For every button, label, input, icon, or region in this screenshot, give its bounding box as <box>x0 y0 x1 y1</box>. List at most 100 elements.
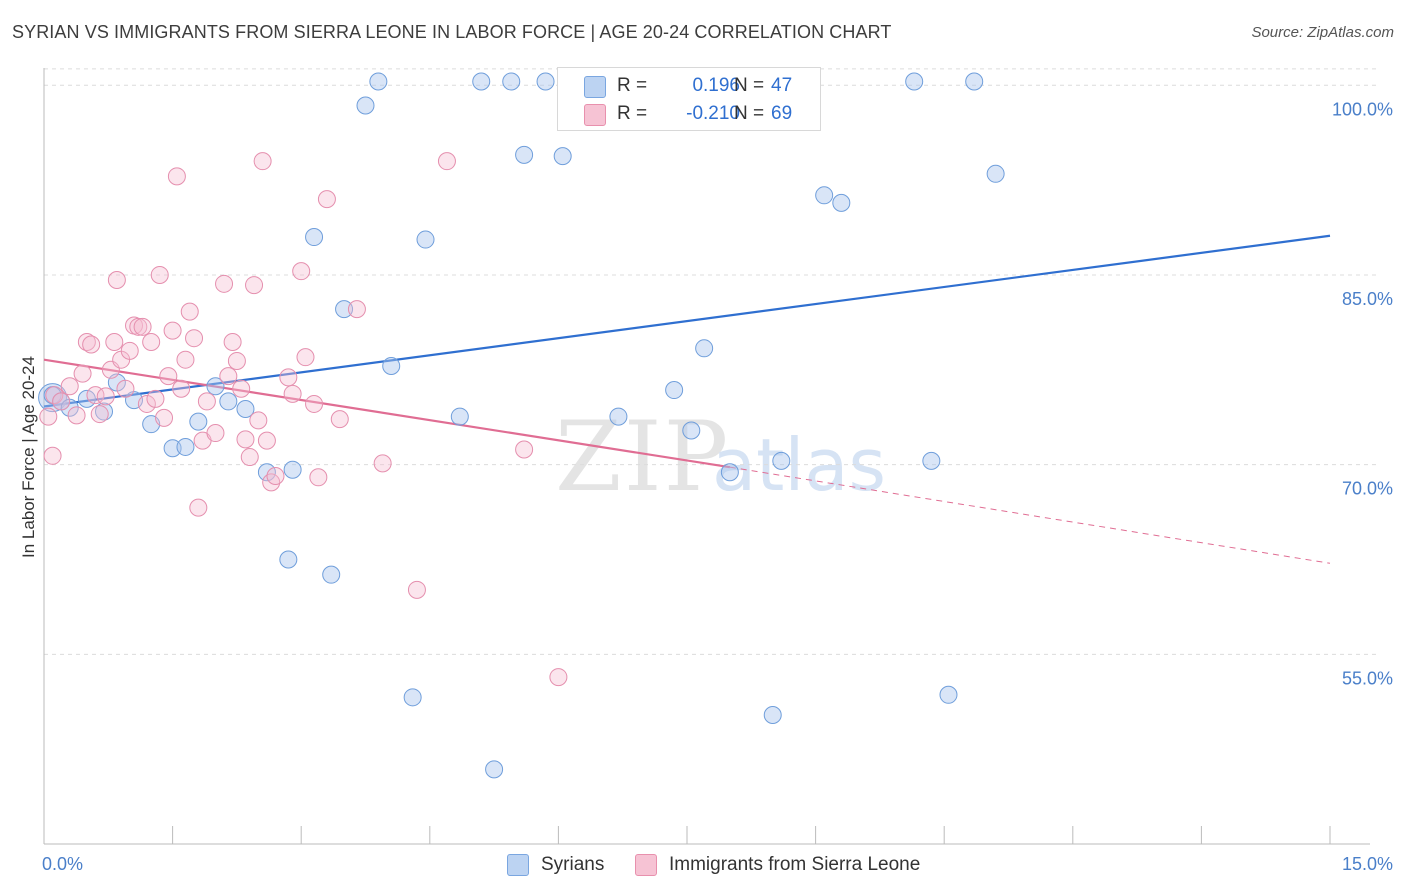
correlation-legend: R = 0.196 N = 47 R = -0.210 N = 69 <box>557 67 821 131</box>
data-point <box>515 440 534 459</box>
data-point <box>116 379 135 398</box>
legend-swatch-sierra-leone <box>635 854 657 876</box>
data-point <box>965 72 984 91</box>
trendline <box>43 234 1331 408</box>
tick-labels: 55.0% 70.0% 85.0% 100.0% 0.0% 15.0% <box>42 99 1393 874</box>
data-point <box>206 377 225 396</box>
data-point <box>77 389 96 408</box>
y-tick-label: 100.0% <box>1332 99 1393 119</box>
legend-r-label: R = <box>617 75 648 96</box>
data-point <box>283 384 302 403</box>
data-point <box>305 394 324 413</box>
data-point <box>142 332 161 351</box>
legend-item-syrians[interactable]: Syrians <box>507 851 604 879</box>
legend-r-label: R = <box>617 103 648 124</box>
source-label: Source: ZipAtlas.com <box>1251 24 1394 41</box>
y-tick-label: 70.0% <box>1342 479 1393 499</box>
data-point <box>292 262 311 281</box>
legend-label-syrians: Syrians <box>541 854 605 875</box>
data-point <box>609 407 628 426</box>
legend-label-sierra-leone: Immigrants from Sierra Leone <box>669 854 921 875</box>
data-point <box>82 335 101 354</box>
x-tick-label: 15.0% <box>1342 854 1393 874</box>
data-point <box>105 332 124 351</box>
data-point <box>403 688 422 707</box>
data-point <box>206 424 225 443</box>
data-point <box>815 186 834 205</box>
data-point <box>107 271 126 290</box>
data-point <box>163 321 182 340</box>
legend-item-sierra-leone[interactable]: Immigrants from Sierra Leone <box>635 851 920 879</box>
trendline <box>729 466 1331 564</box>
data-point <box>39 407 58 426</box>
data-point <box>185 329 204 348</box>
data-point <box>279 550 298 569</box>
chart-title: SYRIAN VS IMMIGRANTS FROM SIERRA LEONE I… <box>12 22 892 42</box>
data-point <box>257 431 276 450</box>
data-point <box>373 454 392 473</box>
data-point <box>382 357 401 376</box>
data-point <box>43 446 62 465</box>
data-point <box>257 463 276 482</box>
data-point <box>553 147 572 166</box>
data-point <box>240 448 259 467</box>
data-point <box>176 437 195 456</box>
data-point <box>236 400 255 419</box>
legend-swatch-syrians <box>507 854 529 876</box>
legend-n-label: N = <box>734 75 765 96</box>
data-point <box>120 341 139 360</box>
data-point <box>52 392 71 411</box>
data-point <box>905 72 924 91</box>
data-point <box>150 265 169 284</box>
data-point <box>485 760 504 779</box>
data-point <box>407 580 426 599</box>
legend-n-value: 47 <box>771 75 793 96</box>
data-point <box>536 72 555 91</box>
data-point <box>245 276 264 295</box>
data-point <box>695 339 714 358</box>
legend-r-value: 0.196 <box>692 75 740 96</box>
data-point <box>189 498 208 517</box>
data-point <box>309 468 328 487</box>
data-point <box>939 685 958 704</box>
data-point <box>356 96 375 115</box>
data-point <box>296 348 315 367</box>
data-point <box>167 167 186 186</box>
data-point <box>763 706 782 725</box>
data-point <box>90 405 109 424</box>
data-point <box>176 350 195 369</box>
data-point <box>67 406 86 425</box>
data-point <box>416 230 435 249</box>
data-point <box>253 152 272 171</box>
data-point <box>330 410 349 429</box>
data-point <box>172 379 191 398</box>
data-point <box>335 300 354 319</box>
data-point <box>986 164 1005 183</box>
legend-n-label: N = <box>734 103 765 124</box>
data-point <box>249 411 268 430</box>
data-point <box>472 72 491 91</box>
data-point <box>163 439 182 458</box>
data-point <box>437 152 456 171</box>
y-axis-label: In Labor Force | Age 20-24 <box>19 356 38 558</box>
data-point <box>266 467 285 486</box>
data-point <box>236 430 255 449</box>
data-point <box>146 389 165 408</box>
data-point <box>832 193 851 212</box>
data-point <box>682 421 701 440</box>
data-point <box>450 407 469 426</box>
data-point <box>317 190 336 209</box>
y-tick-label: 55.0% <box>1342 668 1393 688</box>
trendlines <box>43 234 1331 564</box>
data-point <box>227 351 246 370</box>
data-point <box>197 392 216 411</box>
data-point <box>180 302 199 321</box>
data-point <box>232 379 251 398</box>
legend-r-value: -0.210 <box>686 103 740 124</box>
data-point <box>305 228 324 247</box>
trendline <box>43 358 731 469</box>
data-point <box>922 451 941 470</box>
data-point <box>129 317 148 336</box>
watermark: ZIP atlas <box>555 401 886 513</box>
